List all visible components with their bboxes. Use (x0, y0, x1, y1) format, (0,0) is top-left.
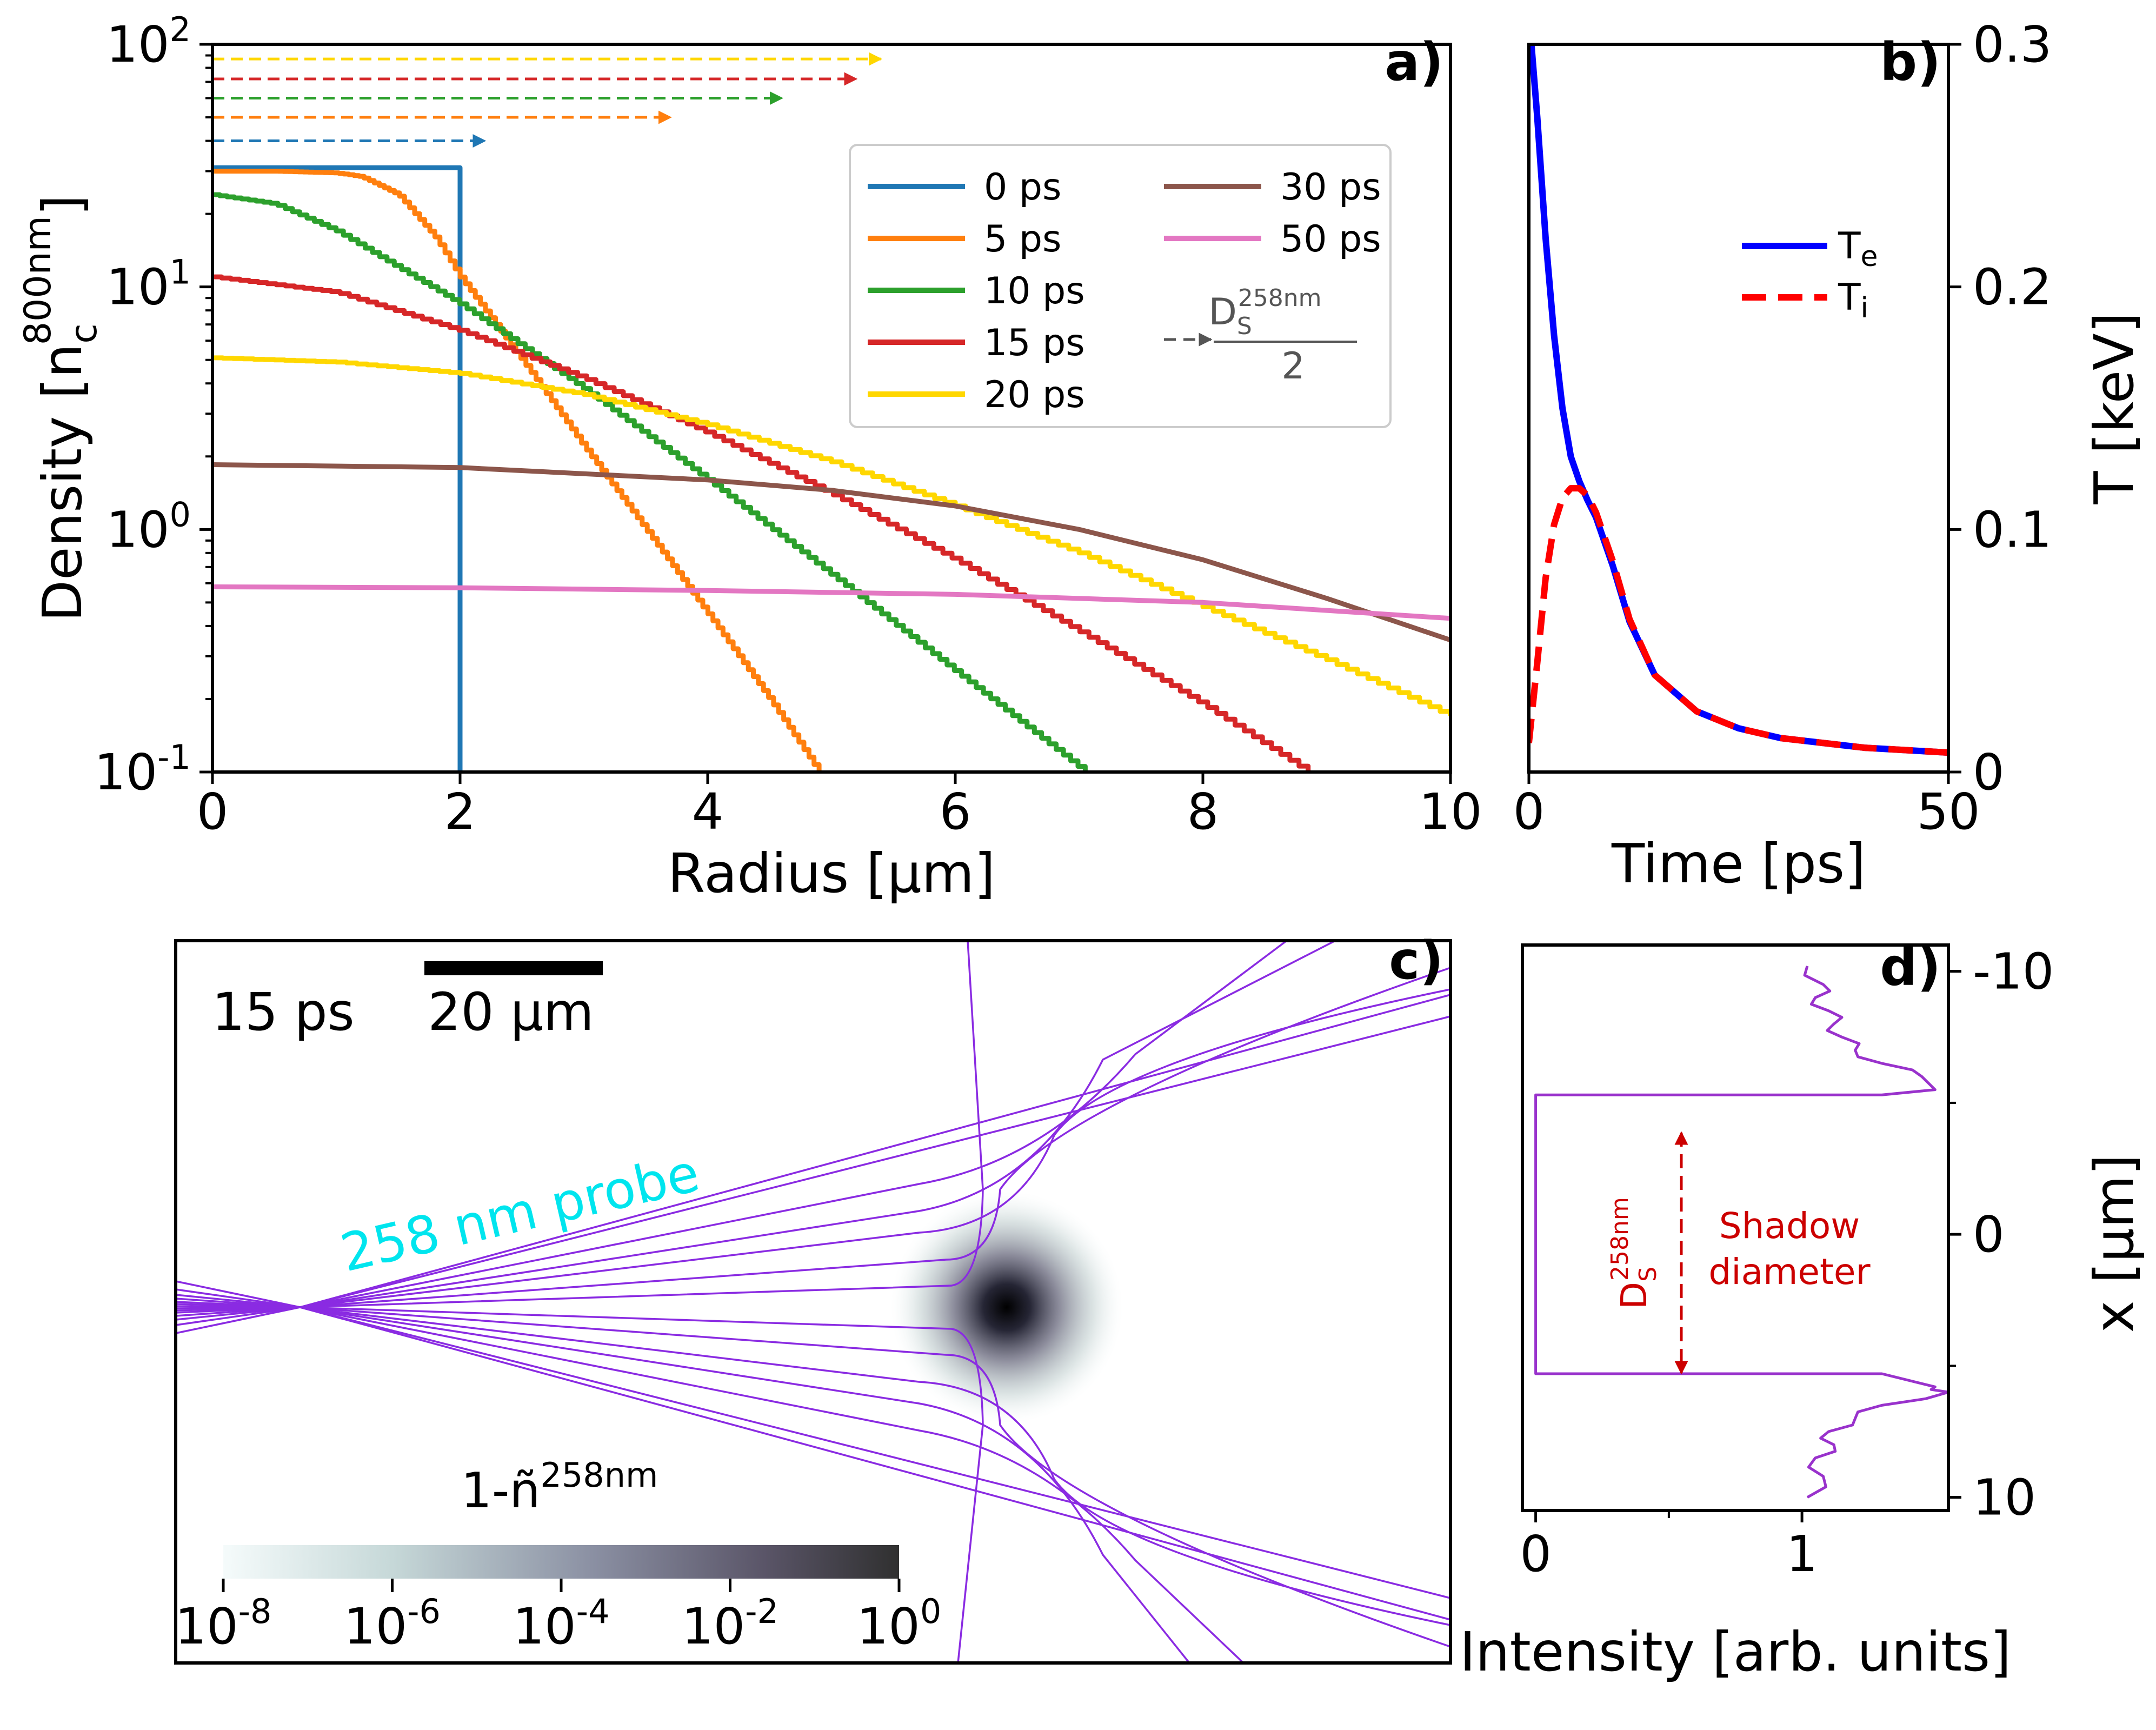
panel-d-y-ticks: -10 0 10 (1948, 943, 2054, 1527)
x-tick-label: 50 (1917, 783, 1980, 841)
panel-a-y-ticks: 10-1 100 101 102 (94, 10, 212, 801)
panel-a-y-label: Density [nc800nm] (17, 195, 105, 622)
series-0-ps (212, 165, 463, 772)
colorbar-tick-label: 10-8 (175, 1592, 272, 1655)
plasma-density-spot (890, 1191, 1123, 1423)
x-tick-label: 1 (1786, 1525, 1818, 1583)
x-tick-label: 10 (1419, 783, 1482, 841)
series-intensity (1534, 966, 1950, 1499)
probe-ray-2 (176, 941, 1288, 1308)
y-tick-label: 0.2 (1973, 258, 2052, 316)
y-tick-label: 102 (106, 10, 191, 74)
intensity-series (1534, 966, 1950, 1499)
colorbar-tick-label: 10-2 (682, 1592, 778, 1655)
scale-bar-label: 20 μm (428, 982, 594, 1042)
colorbar-ticks: 10-8 10-6 10-4 10-2 100 (175, 1579, 942, 1655)
probe-ray-3 (176, 941, 1336, 1308)
panel-a-x-ticks: 0 2 4 6 8 10 (197, 772, 1482, 841)
legend-label-10-ps: 10 ps (984, 270, 1085, 312)
legend-shadow-radius-numerator: DS258nm (1208, 284, 1321, 340)
x-tick-label: 6 (940, 783, 971, 841)
temperature-series (1529, 44, 1948, 756)
colorbar-title: 1-ñ258nm (461, 1455, 658, 1519)
panel-c-label: c) (1389, 930, 1443, 991)
series-Te (1529, 44, 1948, 756)
panel-b-y-label: T [keV] (2082, 312, 2146, 504)
shadow-diameter-line2: diameter (1708, 1251, 1871, 1293)
series-20-ps (212, 355, 1450, 716)
probe-ray-12 (176, 941, 984, 1308)
shadow-diameter-symbol: DS258nm (1606, 1197, 1662, 1309)
series-10-ps (212, 192, 1088, 772)
legend-te-label: Te (1838, 225, 1878, 273)
y-tick-label: 100 (106, 495, 191, 558)
panel-b-legend: Te Ti (1742, 225, 1878, 324)
legend-label-15-ps: 15 ps (984, 322, 1085, 364)
panel-a: 0 2 4 6 8 10 10-1 100 101 102 Radius [μm] Densit… (17, 10, 1482, 905)
probe-ray-8 (176, 1306, 1245, 1663)
y-tick-label: 0 (1973, 1206, 2005, 1263)
time-label: 15 ps (212, 982, 355, 1042)
legend-label-30-ps: 30 ps (1280, 166, 1381, 209)
legend-fraction-denominator: 2 (1281, 345, 1305, 388)
series-15-ps (212, 274, 1311, 772)
x-tick-label: 0 (1513, 783, 1545, 841)
y-tick-label: 0.3 (1973, 16, 2052, 74)
y-tick-label: 0.1 (1973, 501, 2052, 558)
panel-d-label: d) (1880, 937, 1941, 997)
colorbar-tick-label: 100 (857, 1592, 942, 1655)
panel-a-frame (211, 43, 1452, 774)
y-tick-label: -10 (1973, 943, 2054, 1001)
probe-ray-13 (176, 1306, 984, 1663)
panel-a-label: a) (1385, 32, 1443, 92)
x-tick-label: 4 (692, 783, 724, 841)
shadow-radius-arrows (212, 52, 883, 148)
panel-b: 0 50 00.10.20.3 Time [ps] T [keV] b) Te T… (1513, 16, 2146, 895)
y-tick-label: 101 (106, 252, 191, 316)
colorbar-tick-label: 10-4 (513, 1592, 610, 1655)
x-tick-label: 2 (444, 783, 476, 841)
panel-d-frame (1521, 943, 1950, 1512)
series-30-ps (212, 462, 1450, 643)
y-tick-label: 10-1 (94, 737, 191, 801)
probe-rays (176, 941, 1450, 1663)
colorbar-tick-label: 10-6 (344, 1592, 441, 1655)
panel-c: 15 ps 20 μm 258 nm probe c) 1-ñ258nm 10-… (174, 930, 1452, 1665)
legend-items: 0 ps 5 ps 10 ps 15 ps 20 ps 30 ps 50 ps (868, 166, 1381, 416)
colorbar-gradient (223, 1545, 899, 1579)
y-tick-label: 10 (1973, 1469, 2036, 1527)
panel-b-x-label: Time [ps] (1611, 832, 1866, 895)
scale-bar (424, 961, 603, 975)
x-tick-label: 0 (1520, 1525, 1552, 1583)
panel-b-x-ticks: 0 50 (1513, 772, 1980, 841)
panel-b-y-ticks: 0 0.1 0.2 0.3 (1948, 16, 2052, 801)
density-series (212, 165, 1450, 772)
y-tick-label: 0 (1973, 743, 2005, 801)
colorbar: 1-ñ258nm 10-8 10-6 10-4 10-2 100 (175, 1455, 942, 1655)
legend-ti-label: Ti (1838, 276, 1868, 324)
x-tick-label: 0 (197, 783, 229, 841)
panel-c-frame (174, 939, 1452, 1665)
legend-label-20-ps: 20 ps (984, 374, 1085, 416)
panel-a-legend: 0 ps 5 ps 10 ps 15 ps 20 ps 30 ps 50 ps DS258n… (849, 144, 1392, 428)
panel-b-frame (1527, 43, 1950, 774)
panel-a-x-label: Radius [μm] (668, 842, 995, 905)
panel-b-label: b) (1880, 32, 1941, 92)
panel-c-background (176, 941, 1450, 1663)
legend-box (849, 144, 1392, 428)
panel-d-y-label: x [μm] (2082, 1154, 2146, 1333)
x-tick-label: 8 (1187, 783, 1219, 841)
legend-label-5-ps: 5 ps (984, 218, 1061, 261)
panel-d-x-label: Intensity [arb. units] (1460, 1620, 2011, 1684)
series-50-ps (212, 584, 1450, 621)
legend-label-50-ps: 50 ps (1280, 218, 1381, 261)
series-5-ps (212, 169, 822, 772)
shadow-diameter-line1: Shadow (1719, 1205, 1860, 1247)
probe-ray-9 (176, 1306, 1190, 1663)
series-Ti (1529, 485, 1948, 756)
legend-label-0-ps: 0 ps (984, 166, 1061, 209)
